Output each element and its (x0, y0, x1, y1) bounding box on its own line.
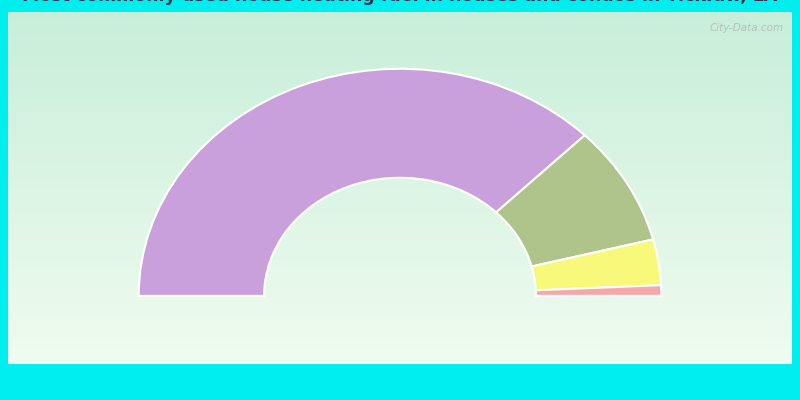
Wedge shape (138, 69, 585, 296)
Wedge shape (532, 239, 661, 290)
Text: City-Data.com: City-Data.com (710, 23, 784, 33)
Wedge shape (496, 135, 653, 266)
Title: Most commonly used house heating fuel in houses and condos in Tickfaw, LA: Most commonly used house heating fuel in… (22, 0, 778, 5)
Wedge shape (536, 285, 662, 296)
